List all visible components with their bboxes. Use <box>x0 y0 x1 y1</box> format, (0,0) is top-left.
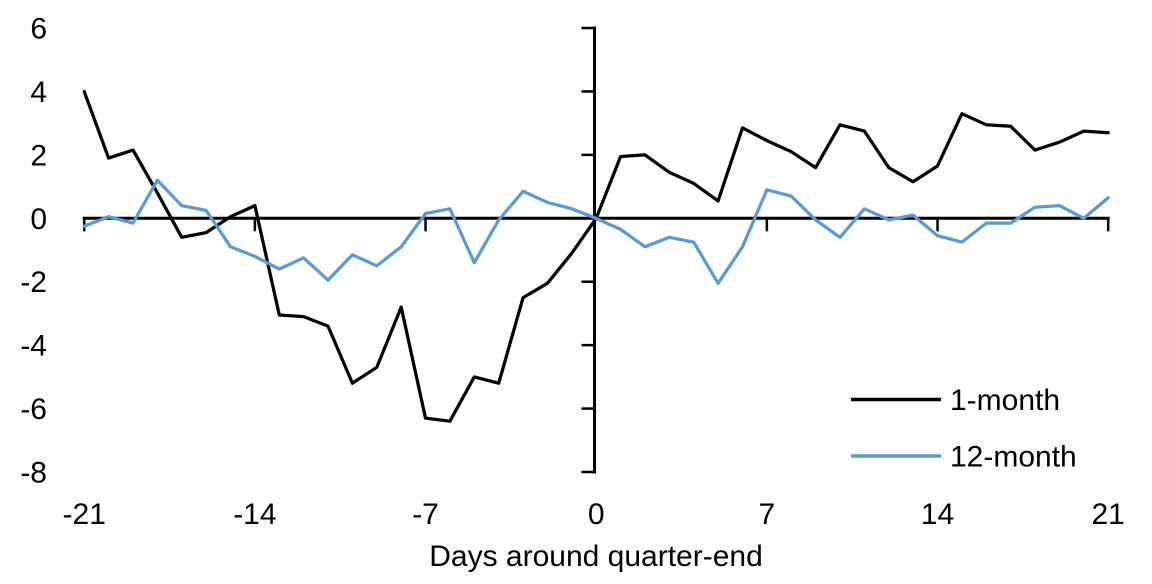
x-tick-label: 21 <box>1091 498 1124 531</box>
x-tick-label: 14 <box>921 498 954 531</box>
legend-label-12-month: 12-month <box>950 441 1077 474</box>
x-tick-label: 7 <box>759 498 776 531</box>
x-axis-title: Days around quarter-end <box>429 540 763 573</box>
series-1-month-line <box>82 89 1110 423</box>
y-tick-label: -6 <box>20 393 47 426</box>
y-tick-label: 2 <box>30 139 47 172</box>
x-tick-label: 0 <box>588 498 605 531</box>
legend-label-1-month: 1-month <box>950 384 1060 417</box>
x-tick-label: -7 <box>412 498 439 531</box>
y-tick-label: 4 <box>30 76 47 109</box>
y-tick-label: 6 <box>30 13 47 46</box>
series-12-month-line <box>82 178 1110 285</box>
y-tick-label: -2 <box>20 266 47 299</box>
y-tick-label: -8 <box>20 456 47 489</box>
y-tick-label: -4 <box>20 330 47 363</box>
x-tick-label: -14 <box>233 498 276 531</box>
x-tick-label: -21 <box>63 498 106 531</box>
y-tick-label: 0 <box>30 203 47 236</box>
